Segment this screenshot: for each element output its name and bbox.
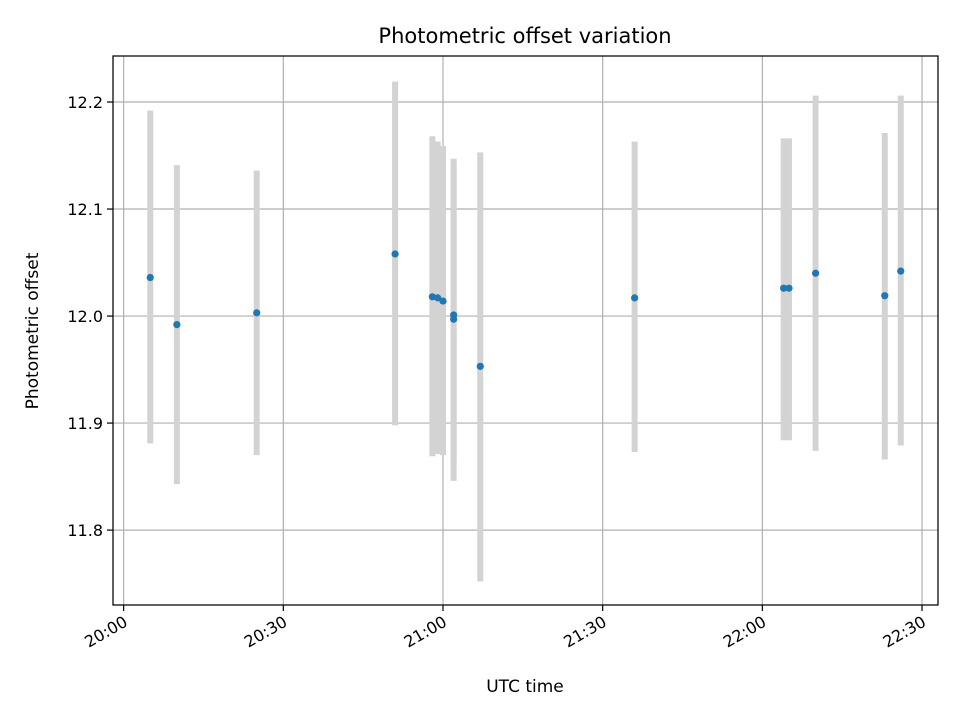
chart-title: Photometric offset variation xyxy=(378,24,671,48)
data-point xyxy=(631,294,639,302)
y-tick-label: 12.1 xyxy=(67,200,103,219)
data-point xyxy=(897,267,905,275)
y-tick-label: 11.8 xyxy=(67,521,103,540)
data-point xyxy=(146,273,154,282)
data-point xyxy=(253,309,261,317)
data-point xyxy=(439,297,447,305)
data-point xyxy=(391,250,399,258)
data-point xyxy=(785,284,793,292)
data-point xyxy=(881,292,889,300)
y-tick-label: 12.2 xyxy=(67,93,103,112)
data-point xyxy=(811,269,820,277)
y-axis-ticks: 11.8 11.9 12.0 12.1 12.2 xyxy=(67,93,113,540)
data-point xyxy=(780,284,788,292)
y-tick-label: 11.9 xyxy=(67,414,103,433)
data-point xyxy=(450,315,458,323)
y-tick-label: 12.0 xyxy=(67,307,103,326)
data-point xyxy=(173,321,181,329)
data-points xyxy=(146,250,905,370)
y-axis-label: Photometric offset xyxy=(23,252,43,409)
data-point xyxy=(476,362,484,370)
x-axis-label: UTC time xyxy=(486,677,564,697)
plot-frame xyxy=(112,55,939,606)
data-point xyxy=(434,294,442,302)
